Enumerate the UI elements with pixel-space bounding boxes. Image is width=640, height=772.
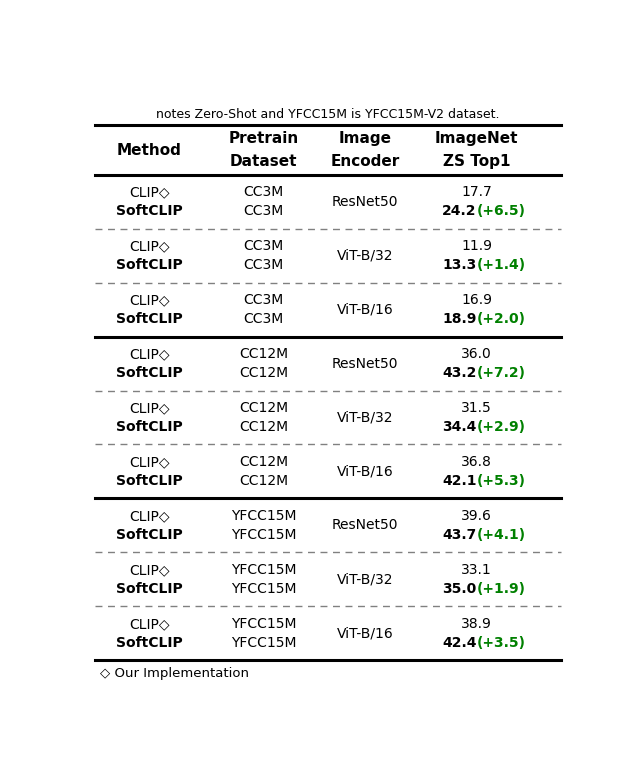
Text: Encoder: Encoder xyxy=(331,154,400,169)
Text: 43.2: 43.2 xyxy=(442,366,477,380)
Text: (+2.0): (+2.0) xyxy=(477,312,526,326)
Text: ViT-B/32: ViT-B/32 xyxy=(337,249,394,262)
Text: ViT-B/32: ViT-B/32 xyxy=(337,411,394,425)
Text: 43.7: 43.7 xyxy=(442,528,477,542)
Text: 13.3: 13.3 xyxy=(442,258,477,272)
Text: (+7.2): (+7.2) xyxy=(477,366,526,380)
Text: ResNet50: ResNet50 xyxy=(332,357,399,371)
Text: CLIP◇: CLIP◇ xyxy=(129,563,170,577)
Text: CC12M: CC12M xyxy=(239,420,288,434)
Text: CC3M: CC3M xyxy=(243,185,284,199)
Text: CLIP◇: CLIP◇ xyxy=(129,401,170,415)
Text: notes Zero-Shot and YFCC15M is YFCC15M-V2 dataset.: notes Zero-Shot and YFCC15M is YFCC15M-V… xyxy=(156,107,500,120)
Text: 34.4: 34.4 xyxy=(442,420,477,434)
Text: SoftCLIP: SoftCLIP xyxy=(116,474,183,488)
Text: SoftCLIP: SoftCLIP xyxy=(116,582,183,596)
Text: CC3M: CC3M xyxy=(243,239,284,253)
Text: CC12M: CC12M xyxy=(239,455,288,469)
Text: 17.7: 17.7 xyxy=(461,185,492,199)
Text: 16.9: 16.9 xyxy=(461,293,492,307)
Text: ViT-B/16: ViT-B/16 xyxy=(337,626,394,640)
Text: Pretrain: Pretrain xyxy=(228,130,299,146)
Text: 38.9: 38.9 xyxy=(461,617,492,631)
Text: CLIP◇: CLIP◇ xyxy=(129,239,170,253)
Text: CC12M: CC12M xyxy=(239,366,288,380)
Text: SoftCLIP: SoftCLIP xyxy=(116,258,183,272)
Text: CC3M: CC3M xyxy=(243,312,284,326)
Text: CLIP◇: CLIP◇ xyxy=(129,293,170,307)
Text: CLIP◇: CLIP◇ xyxy=(129,617,170,631)
Text: CC3M: CC3M xyxy=(243,293,284,307)
Text: YFCC15M: YFCC15M xyxy=(231,617,296,631)
Text: 33.1: 33.1 xyxy=(461,563,492,577)
Text: ZS Top1: ZS Top1 xyxy=(443,154,511,169)
Text: YFCC15M: YFCC15M xyxy=(231,563,296,577)
Text: YFCC15M: YFCC15M xyxy=(231,509,296,523)
Text: Dataset: Dataset xyxy=(230,154,297,169)
Text: CC12M: CC12M xyxy=(239,347,288,361)
Text: 31.5: 31.5 xyxy=(461,401,492,415)
Text: 24.2: 24.2 xyxy=(442,204,477,218)
Text: (+3.5): (+3.5) xyxy=(477,636,526,650)
Text: 36.0: 36.0 xyxy=(461,347,492,361)
Text: (+1.4): (+1.4) xyxy=(477,258,526,272)
Text: Method: Method xyxy=(117,143,182,157)
Text: (+2.9): (+2.9) xyxy=(477,420,526,434)
Text: SoftCLIP: SoftCLIP xyxy=(116,636,183,650)
Text: YFCC15M: YFCC15M xyxy=(231,636,296,650)
Text: ViT-B/32: ViT-B/32 xyxy=(337,572,394,587)
Text: (+4.1): (+4.1) xyxy=(477,528,526,542)
Text: 35.0: 35.0 xyxy=(442,582,477,596)
Text: CLIP◇: CLIP◇ xyxy=(129,185,170,199)
Text: CC12M: CC12M xyxy=(239,474,288,488)
Text: 39.6: 39.6 xyxy=(461,509,492,523)
Text: SoftCLIP: SoftCLIP xyxy=(116,528,183,542)
Text: CLIP◇: CLIP◇ xyxy=(129,455,170,469)
Text: YFCC15M: YFCC15M xyxy=(231,528,296,542)
Text: YFCC15M: YFCC15M xyxy=(231,582,296,596)
Text: (+6.5): (+6.5) xyxy=(477,204,526,218)
Text: SoftCLIP: SoftCLIP xyxy=(116,366,183,380)
Text: 11.9: 11.9 xyxy=(461,239,492,253)
Text: CLIP◇: CLIP◇ xyxy=(129,347,170,361)
Text: SoftCLIP: SoftCLIP xyxy=(116,420,183,434)
Text: ResNet50: ResNet50 xyxy=(332,195,399,208)
Text: (+1.9): (+1.9) xyxy=(477,582,526,596)
Text: 36.8: 36.8 xyxy=(461,455,492,469)
Text: ImageNet: ImageNet xyxy=(435,130,518,146)
Text: CC3M: CC3M xyxy=(243,204,284,218)
Text: ViT-B/16: ViT-B/16 xyxy=(337,465,394,479)
Text: SoftCLIP: SoftCLIP xyxy=(116,204,183,218)
Text: CLIP◇: CLIP◇ xyxy=(129,509,170,523)
Text: ResNet50: ResNet50 xyxy=(332,519,399,533)
Text: 18.9: 18.9 xyxy=(442,312,477,326)
Text: ViT-B/16: ViT-B/16 xyxy=(337,303,394,317)
Text: SoftCLIP: SoftCLIP xyxy=(116,312,183,326)
Text: CC12M: CC12M xyxy=(239,401,288,415)
Text: 42.4: 42.4 xyxy=(442,636,477,650)
Text: (+5.3): (+5.3) xyxy=(477,474,526,488)
Text: Image: Image xyxy=(339,130,392,146)
Text: CC3M: CC3M xyxy=(243,258,284,272)
Text: 42.1: 42.1 xyxy=(442,474,477,488)
Text: ◇ Our Implementation: ◇ Our Implementation xyxy=(100,668,249,680)
